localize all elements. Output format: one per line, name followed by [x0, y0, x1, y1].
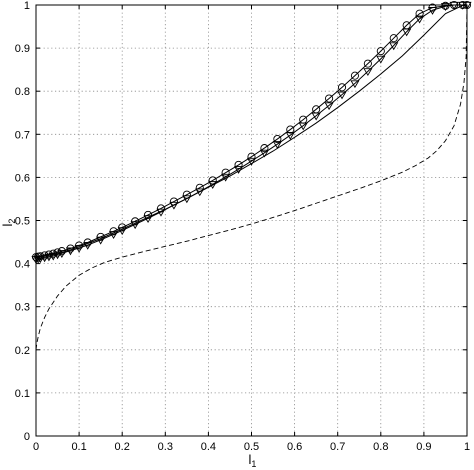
data-point-circle — [234, 160, 243, 169]
series-layer — [31, 0, 472, 350]
data-point-circle — [376, 47, 385, 56]
x-axis-label-base: l — [249, 452, 252, 467]
data-point-circle — [221, 168, 230, 177]
data-point-circle — [325, 94, 334, 103]
x-tick-label: 0.4 — [201, 441, 216, 453]
data-point-triangle — [462, 1, 472, 10]
y-axis-label: l2 — [0, 219, 17, 227]
data-point-triangle — [195, 188, 205, 197]
y-axis-label-sub: 2 — [7, 219, 17, 224]
y-tick-label: 0.8 — [15, 86, 30, 98]
data-point-triangle — [449, 1, 459, 10]
data-point-triangle — [52, 251, 63, 260]
data-point-circle — [260, 144, 269, 153]
y-tick-label: 1 — [24, 0, 30, 12]
data-point-circle — [286, 125, 295, 134]
series-3 — [31, 1, 472, 264]
x-tick-label: 0.3 — [158, 441, 173, 453]
x-tick-label: 0.5 — [244, 441, 259, 453]
data-point-triangle — [74, 244, 84, 253]
data-point-circle — [247, 152, 256, 161]
x-tick-label: 0.8 — [373, 441, 388, 453]
data-point-triangle — [44, 253, 54, 262]
data-point-circle — [350, 71, 359, 80]
data-point-triangle — [389, 42, 399, 51]
data-point-triangle — [57, 250, 67, 258]
data-point-triangle — [156, 208, 166, 217]
data-point-triangle — [324, 102, 334, 111]
y-tick-label: 0.7 — [15, 129, 30, 141]
data-point-triangle — [350, 80, 360, 89]
data-point-triangle — [182, 195, 192, 204]
x-axis-label-sub: 1 — [251, 459, 256, 469]
x-tick-label: 0.6 — [287, 441, 302, 453]
x-tick-label: 0.7 — [330, 441, 345, 453]
data-point-circle — [337, 83, 347, 92]
data-point-triangle — [117, 227, 127, 236]
y-tick-label: 0.2 — [15, 345, 30, 357]
data-point-circle — [415, 9, 424, 18]
y-tick-label: 0.1 — [15, 388, 30, 400]
data-point-triangle — [48, 252, 58, 261]
data-point-triangle — [259, 149, 270, 158]
data-point-triangle — [285, 132, 295, 140]
x-axis-label: l1 — [249, 452, 257, 469]
data-point-triangle — [415, 15, 425, 24]
data-point-circle — [389, 34, 398, 43]
data-point-triangle — [402, 28, 412, 37]
x-tick-label: 0.1 — [71, 441, 86, 453]
data-point-triangle — [376, 55, 386, 64]
data-point-circle — [363, 59, 372, 68]
data-point-triangle — [233, 166, 244, 174]
data-point-circle — [273, 134, 282, 144]
data-point-triangle — [169, 201, 179, 210]
data-point-triangle — [83, 241, 93, 250]
series-2 — [35, 4, 468, 259]
x-tick-label: 0 — [33, 441, 39, 453]
y-tick-label: 0.3 — [15, 302, 30, 314]
axis-ticks: 0 0.1 0.2 0.3 0.4 0.5 0.6 0.7 0.8 0.9 1 0 0.1 0.2 0.3 0… — [15, 0, 470, 453]
data-point-triangle — [130, 221, 140, 230]
y-tick-label: 0.6 — [15, 172, 30, 184]
data-point-triangle — [96, 236, 106, 245]
data-point-triangle — [337, 91, 347, 100]
data-point-triangle — [440, 3, 451, 11]
data-point-triangle — [108, 231, 119, 239]
series-line — [35, 4, 468, 350]
series-line — [35, 4, 468, 259]
x-tick-label: 0.2 — [115, 441, 130, 453]
y-tick-label: 0 — [24, 431, 30, 443]
data-point-triangle — [35, 255, 45, 264]
data-point-triangle — [272, 141, 282, 149]
data-point-triangle — [298, 122, 308, 131]
data-point-triangle — [40, 254, 50, 263]
data-point-triangle — [143, 215, 153, 224]
data-point-triangle — [221, 173, 231, 182]
data-point-triangle — [311, 112, 321, 121]
data-point-triangle — [208, 181, 218, 189]
data-point-triangle — [427, 7, 438, 15]
y-tick-label: 0.9 — [15, 43, 30, 55]
x-tick-label: 0.9 — [416, 441, 431, 453]
data-point-triangle — [363, 68, 373, 77]
data-point-triangle — [246, 157, 257, 166]
x-tick-label: 1 — [464, 441, 470, 453]
data-point-triangle — [65, 247, 76, 256]
y-tick-label: 0.5 — [15, 216, 30, 228]
y-tick-label: 0.4 — [15, 259, 30, 271]
series-4 — [35, 4, 468, 350]
y-axis-label-base: l — [0, 224, 15, 227]
